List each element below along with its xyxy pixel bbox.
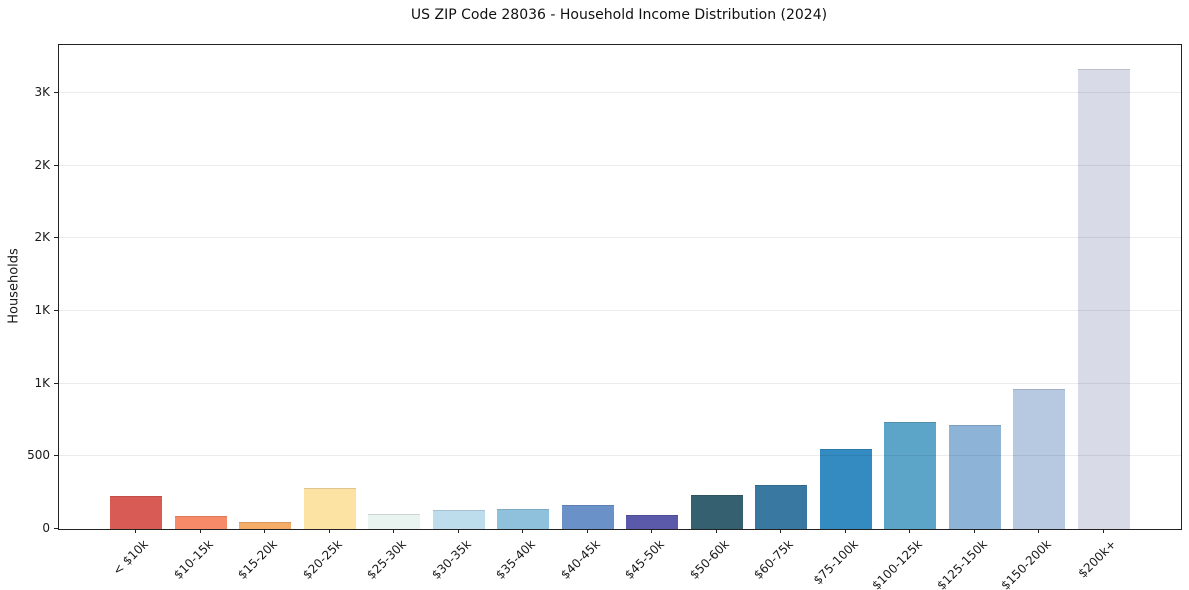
x-tick-mark bbox=[1103, 529, 1104, 533]
bar-50-60k bbox=[690, 495, 743, 529]
bar-45-50k bbox=[626, 515, 679, 529]
x-tick-label: $25-30k bbox=[364, 537, 410, 582]
y-tick-label: 1K bbox=[34, 375, 50, 390]
x-tick-mark bbox=[457, 529, 459, 533]
bar-15-20k bbox=[239, 522, 292, 529]
plot-area bbox=[58, 44, 1182, 530]
bar-30-35k bbox=[432, 509, 485, 529]
x-tick-mark bbox=[328, 529, 330, 533]
x-tick-label: $15-20k bbox=[235, 537, 280, 582]
x-tick-mark bbox=[135, 529, 136, 533]
x-tick-label: < $10k bbox=[110, 537, 151, 578]
x-tick-label: $45-50k bbox=[622, 537, 668, 582]
y-tick-mark bbox=[54, 164, 58, 166]
x-tick-mark bbox=[199, 529, 201, 533]
bar-10-15k bbox=[174, 515, 227, 529]
x-tick-label: $40-45k bbox=[557, 537, 603, 582]
x-tick-mark bbox=[780, 529, 782, 533]
x-tick-label: $150-200k bbox=[998, 537, 1055, 590]
y-tick-mark bbox=[54, 382, 58, 384]
bar-125-150k bbox=[948, 425, 1001, 529]
y-tick-label: 3K bbox=[34, 84, 50, 99]
x-tick-mark bbox=[586, 529, 588, 533]
x-tick-label: $75-100k bbox=[810, 537, 861, 588]
y-tick-label: 2K bbox=[34, 230, 50, 245]
x-tick-label: $35-40k bbox=[493, 537, 539, 582]
y-tick-label: 500 bbox=[27, 448, 50, 463]
y-tick-mark bbox=[54, 455, 58, 457]
x-tick-mark bbox=[1038, 529, 1040, 533]
x-tick-label: $30-35k bbox=[428, 537, 474, 582]
bar-25-30k bbox=[368, 513, 421, 529]
x-tick-mark bbox=[393, 529, 395, 533]
gridline bbox=[59, 237, 1181, 239]
x-tick-mark bbox=[715, 529, 717, 533]
bar-60-75k bbox=[755, 485, 808, 529]
x-tick-mark bbox=[973, 529, 975, 533]
x-tick-label: $200k+ bbox=[1075, 537, 1119, 581]
y-tick-mark bbox=[54, 528, 58, 529]
y-tick-mark bbox=[54, 309, 58, 311]
x-tick-label: $10-15k bbox=[170, 537, 216, 582]
bar-10k bbox=[110, 495, 162, 529]
x-tick-label: $125-150k bbox=[934, 537, 990, 590]
gridline bbox=[59, 309, 1181, 311]
x-tick-mark bbox=[522, 529, 524, 533]
bar-40-45k bbox=[561, 504, 614, 529]
x-tick-label: $20-25k bbox=[299, 537, 345, 582]
y-tick-label: 2K bbox=[34, 157, 50, 172]
y-tick-label: 0 bbox=[42, 521, 50, 535]
x-tick-label: $60-75k bbox=[751, 537, 797, 582]
y-tick-label: 1K bbox=[34, 302, 50, 317]
gridline bbox=[59, 164, 1181, 166]
chart-title: US ZIP Code 28036 - Household Income Dis… bbox=[410, 7, 828, 23]
y-tick-mark bbox=[54, 237, 58, 239]
x-tick-mark bbox=[909, 529, 911, 533]
gridline bbox=[59, 91, 1181, 93]
bar-35-40k bbox=[497, 509, 550, 529]
x-tick-mark bbox=[264, 529, 266, 533]
gridline bbox=[59, 382, 1181, 384]
bar-20-25k bbox=[303, 487, 356, 529]
gridline bbox=[59, 455, 1181, 457]
x-tick-mark bbox=[651, 529, 653, 533]
x-tick-label: $50-60k bbox=[686, 537, 732, 582]
bar-75-100k bbox=[819, 449, 872, 529]
x-tick-label: $100-125k bbox=[869, 537, 926, 590]
bar-200k bbox=[1078, 69, 1130, 529]
bar-100-125k bbox=[884, 421, 937, 529]
bar-150-200k bbox=[1013, 389, 1066, 529]
y-tick-mark bbox=[54, 91, 58, 93]
x-tick-mark bbox=[844, 529, 846, 533]
